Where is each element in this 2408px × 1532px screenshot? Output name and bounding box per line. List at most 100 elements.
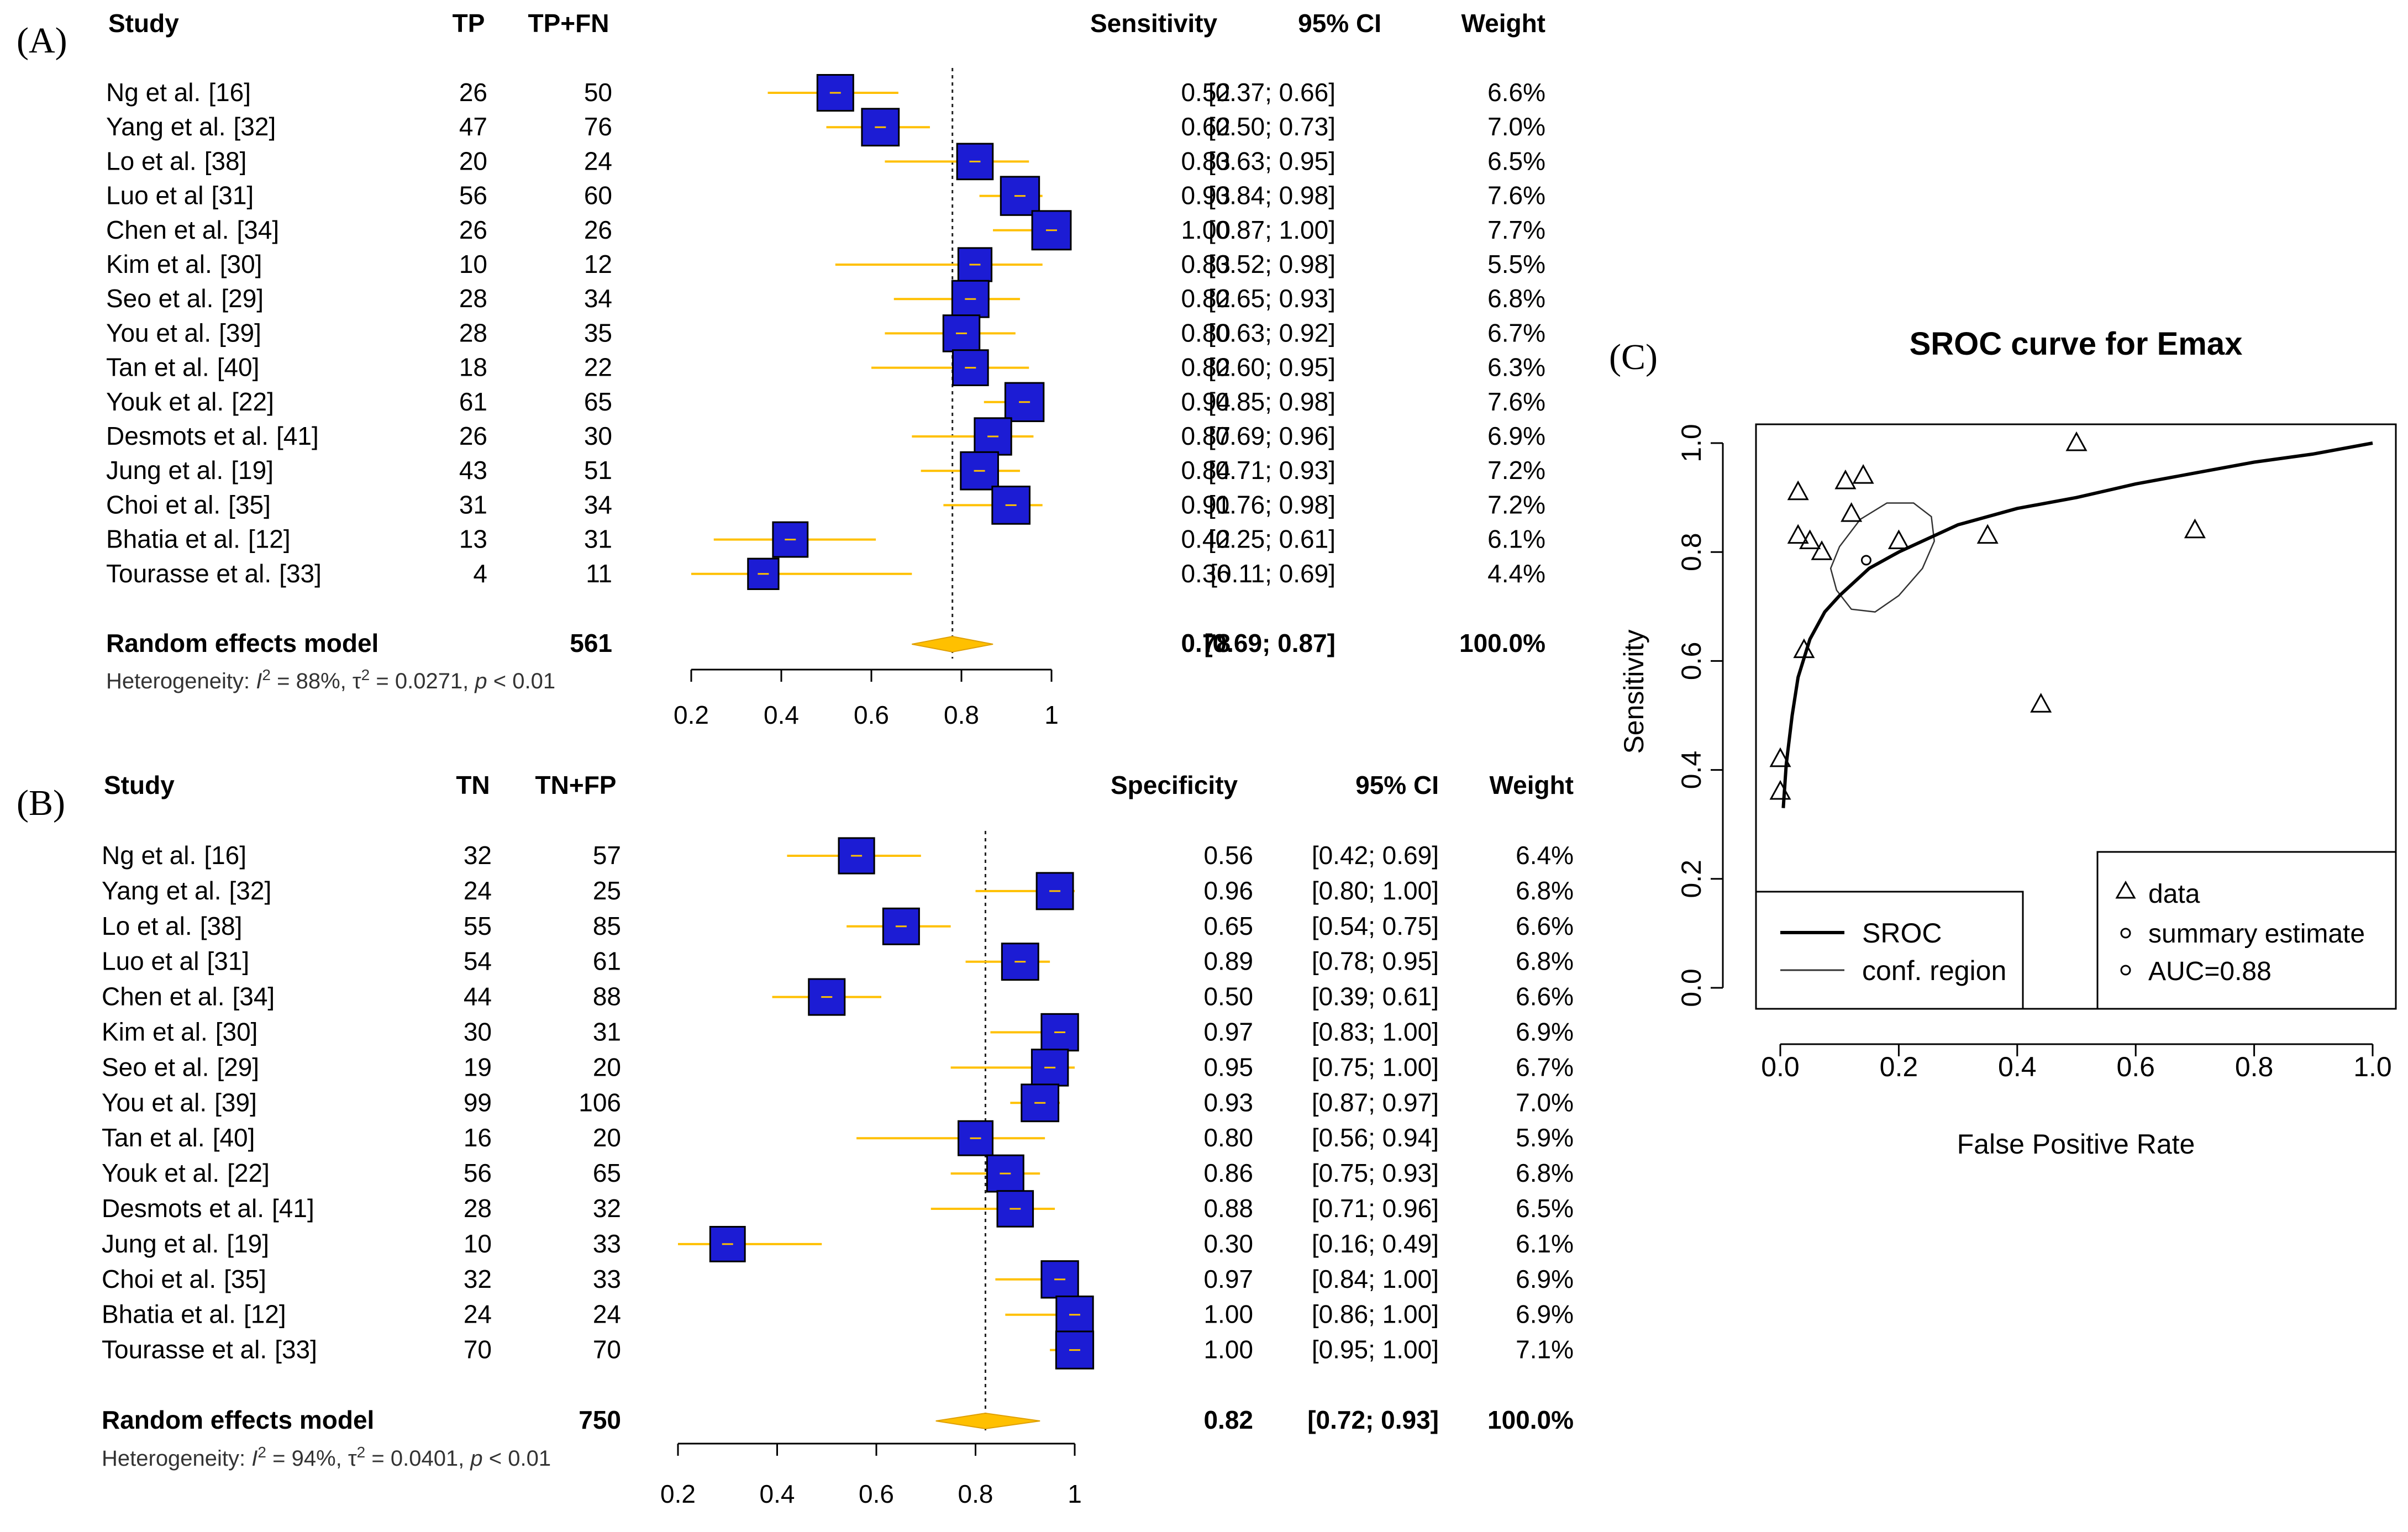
study-name: Jung et al. [19] bbox=[102, 1229, 269, 1258]
study-estimate: 0.97 bbox=[1203, 1018, 1253, 1046]
study-ci: [0.54; 0.75] bbox=[1312, 912, 1439, 940]
study-name: Tourasse et al. [33] bbox=[106, 559, 322, 588]
study-estimate: 0.50 bbox=[1203, 982, 1253, 1011]
study-ref: [38] bbox=[200, 912, 243, 940]
study-estimate: 1.00 bbox=[1203, 1300, 1253, 1329]
pooled-total: 561 bbox=[570, 629, 612, 657]
study-name: Chen et al. [34] bbox=[106, 215, 279, 244]
study-events: 54 bbox=[464, 947, 492, 976]
study-estimate: 0.91 bbox=[1181, 490, 1231, 519]
confidence-region bbox=[1829, 502, 1936, 613]
study-ci: [0.39; 0.61] bbox=[1312, 982, 1439, 1011]
study-ref: [40] bbox=[213, 1123, 255, 1152]
study-name: Yang et al. [32] bbox=[102, 876, 271, 905]
study-ci: [0.25; 0.61] bbox=[1208, 525, 1336, 554]
sroc-plot: (C) SROC curve for Emax 0.0 0.2 0.4 0.6 0.8 1.0… bbox=[1609, 326, 2397, 1160]
x-tick-label: 0.8 bbox=[2235, 1051, 2274, 1082]
study-name: Desmots et al. [41] bbox=[102, 1194, 314, 1223]
panel-label: (B) bbox=[17, 783, 65, 823]
data-point bbox=[2184, 518, 2206, 539]
study-ci: [0.69; 0.96] bbox=[1208, 422, 1336, 450]
data-point bbox=[1769, 747, 1791, 767]
study-ci: [0.63; 0.92] bbox=[1208, 318, 1336, 347]
study-total: 61 bbox=[593, 947, 621, 976]
study-weight: 6.6% bbox=[1516, 912, 1574, 940]
study-total: 12 bbox=[584, 250, 612, 278]
study-ci: [0.16; 0.49] bbox=[1312, 1229, 1439, 1258]
study-events: 19 bbox=[464, 1052, 492, 1081]
study-ci: [0.80; 1.00] bbox=[1312, 876, 1439, 905]
study-estimate: 0.42 bbox=[1181, 525, 1231, 554]
study-weight: 7.2% bbox=[1487, 490, 1545, 519]
study-total: 30 bbox=[584, 422, 612, 450]
y-tick-label: 0.4 bbox=[1676, 751, 1707, 789]
data-point bbox=[1976, 524, 1999, 544]
x-tick-label: 0.6 bbox=[2116, 1051, 2155, 1082]
study-ci: [0.50; 0.73] bbox=[1208, 112, 1336, 141]
x-tick-label: 0.6 bbox=[854, 701, 889, 729]
study-weight: 7.1% bbox=[1516, 1335, 1574, 1364]
study-name: Desmots et al. [41] bbox=[106, 422, 319, 450]
study-weight: 6.4% bbox=[1516, 841, 1574, 870]
study-weight: 6.9% bbox=[1487, 422, 1545, 450]
study-weight: 7.6% bbox=[1487, 181, 1545, 210]
x-tick-label: 0.2 bbox=[1880, 1051, 1918, 1082]
study-ci: [0.86; 1.00] bbox=[1312, 1300, 1439, 1329]
study-ci: [0.56; 0.94] bbox=[1312, 1123, 1439, 1152]
pooled-weight: 100.0% bbox=[1459, 629, 1545, 657]
study-estimate: 0.82 bbox=[1181, 284, 1231, 313]
study-events: 43 bbox=[459, 456, 487, 485]
study-total: 35 bbox=[584, 318, 612, 347]
study-ref: [29] bbox=[217, 1052, 259, 1081]
legend-symbol-summary-estimate bbox=[2120, 928, 2131, 939]
study-name: Choi et al. [35] bbox=[102, 1265, 266, 1293]
x-tick-label: 0.6 bbox=[859, 1480, 894, 1508]
study-total: 50 bbox=[584, 78, 612, 107]
study-events: 26 bbox=[459, 78, 487, 107]
study-estimate: 0.82 bbox=[1181, 353, 1231, 382]
study-ref: [30] bbox=[220, 250, 262, 278]
study-total: 32 bbox=[593, 1194, 621, 1223]
study-total: 24 bbox=[593, 1300, 621, 1329]
study-total: 31 bbox=[593, 1018, 621, 1046]
study-ref: [19] bbox=[231, 456, 274, 485]
study-weight: 6.1% bbox=[1487, 525, 1545, 554]
study-total: 24 bbox=[584, 146, 612, 175]
study-total: 88 bbox=[593, 982, 621, 1011]
study-ref: [31] bbox=[211, 181, 254, 210]
panel-label: (C) bbox=[1609, 337, 1658, 377]
heterogeneity-sup: 2 bbox=[262, 666, 271, 683]
x-tick-label: 0.8 bbox=[944, 701, 979, 729]
study-total: 60 bbox=[584, 181, 612, 210]
heterogeneity-tau2_value: = 0.0271, bbox=[370, 669, 475, 693]
study-events: 30 bbox=[464, 1018, 492, 1046]
study-ref: [12] bbox=[248, 525, 291, 554]
study-weight: 6.9% bbox=[1516, 1265, 1574, 1293]
study-weight-box bbox=[772, 521, 809, 558]
study-ref: [40] bbox=[217, 353, 260, 382]
data-point bbox=[1787, 480, 1809, 501]
study-estimate: 0.62 bbox=[1181, 112, 1231, 141]
pooled-estimate: 0.78 bbox=[1181, 629, 1231, 657]
study-events: 70 bbox=[464, 1335, 492, 1364]
x-tick-label: 0.0 bbox=[1761, 1051, 1800, 1082]
heterogeneity-i2: I bbox=[251, 1446, 257, 1471]
study-ref: [39] bbox=[219, 318, 261, 347]
study-ci: [0.87; 1.00] bbox=[1208, 215, 1336, 244]
study-total: 11 bbox=[586, 559, 612, 588]
heterogeneity-i2_value: = 88%, bbox=[271, 669, 353, 693]
study-ref: [22] bbox=[232, 387, 274, 416]
heterogeneity-prefix: Heterogeneity: bbox=[102, 1446, 251, 1471]
study-ci: [0.75; 0.93] bbox=[1312, 1159, 1439, 1187]
study-name: You et al. [39] bbox=[102, 1088, 257, 1117]
study-name: Kim et al. [30] bbox=[106, 250, 262, 278]
x-tick-label: 0.8 bbox=[958, 1480, 993, 1508]
study-estimate: 0.97 bbox=[1203, 1265, 1253, 1293]
study-ci: [0.78; 0.95] bbox=[1312, 947, 1439, 976]
header-weight: Weight bbox=[1461, 9, 1545, 38]
study-name: Tourasse et al. [33] bbox=[102, 1335, 317, 1364]
study-events: 32 bbox=[464, 841, 492, 870]
study-weight: 6.3% bbox=[1487, 353, 1545, 382]
